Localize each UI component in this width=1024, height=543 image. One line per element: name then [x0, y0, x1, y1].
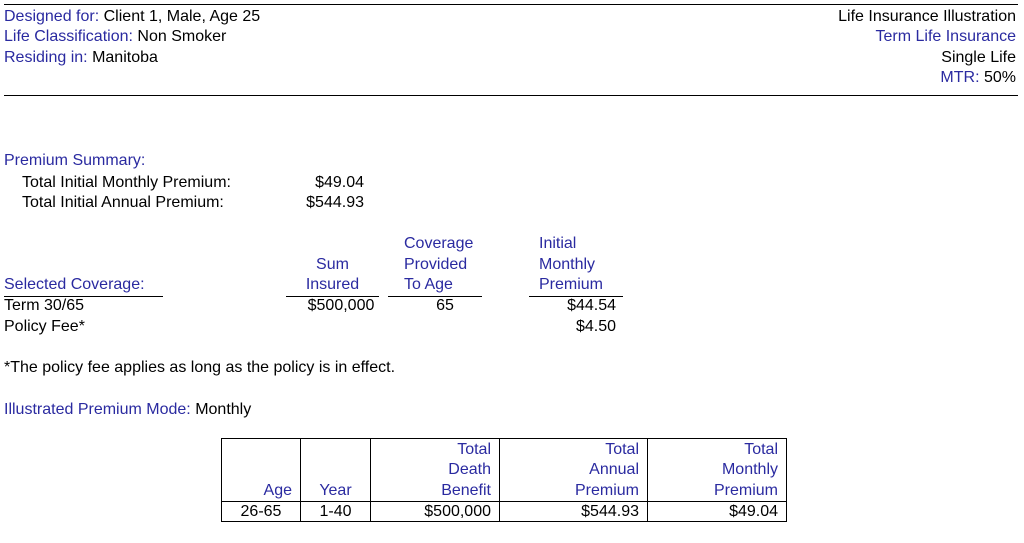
top-divider: [4, 4, 1018, 5]
policy-fee-premium: $4.50: [575, 318, 616, 335]
mtr-label: MTR:: [940, 69, 980, 86]
monthly-premium-value: $49.04: [315, 174, 364, 191]
coverage-row-premium: $44.54: [567, 297, 616, 314]
mtr-line: MTR: 50%: [940, 68, 1016, 88]
monthly-premium-label: Total Initial Monthly Premium:: [22, 174, 231, 191]
cell-monthly-premium: $49.04: [647, 501, 787, 522]
life-classification-label: Life Classification:: [4, 28, 133, 45]
sum-insured-header-2: Insured: [305, 276, 360, 293]
designed-for-value: Client 1, Male, Age 25: [103, 8, 261, 25]
initial-premium-header-2: Monthly: [539, 256, 596, 273]
to-age-header-2: Provided: [404, 256, 468, 273]
header-divider: [4, 95, 1018, 96]
col-monthly-premium-header: Total Monthly Premium: [647, 438, 787, 502]
designed-for-line: Designed for: Client 1, Male, Age 25: [4, 7, 260, 27]
life-type: Single Life: [941, 49, 1016, 66]
cell-age: 26-65: [221, 501, 301, 522]
residing-in-value: Manitoba: [92, 49, 158, 66]
premium-schedule-table: Age Year Total Death Benefit Total Annua…: [221, 438, 787, 522]
premium-summary-heading: Premium Summary:: [4, 152, 146, 169]
to-age-header-3: To Age: [404, 276, 453, 293]
coverage-row-sum: $500,000: [307, 297, 375, 314]
residing-in-label: Residing in:: [4, 49, 88, 66]
table-row: 26-65 1-40 $500,000 $544.93 $49.04: [221, 501, 787, 522]
sum-insured-header-1: Sum: [316, 256, 349, 273]
coverage-row-name: Term 30/65: [4, 297, 85, 314]
policy-fee-footnote: *The policy fee applies as long as the p…: [4, 359, 396, 376]
annual-premium-value: $544.93: [306, 194, 364, 211]
residing-in-line: Residing in: Manitoba: [4, 48, 158, 68]
premium-mode-line: Illustrated Premium Mode: Monthly: [4, 400, 251, 420]
to-age-header-1: Coverage: [404, 235, 474, 252]
table-header-row: Age Year Total Death Benefit Total Annua…: [221, 438, 787, 502]
policy-fee-name: Policy Fee*: [4, 318, 85, 335]
selected-coverage-heading: Selected Coverage:: [4, 276, 145, 293]
coverage-row-to-age: 65: [436, 297, 454, 314]
designed-for-label: Designed for:: [4, 8, 100, 25]
sum-insured-underline: [286, 296, 379, 297]
col-age-header: Age: [221, 438, 301, 502]
to-age-underline: [388, 296, 482, 297]
initial-premium-header-1: Initial: [539, 235, 577, 252]
cell-death-benefit: $500,000: [370, 501, 500, 522]
cell-year: 1-40: [300, 501, 371, 522]
premium-mode-value: Monthly: [195, 401, 252, 418]
illustration-title: Life Insurance Illustration: [838, 8, 1016, 25]
col-year-header: Year: [300, 438, 371, 502]
life-classification-line: Life Classification: Non Smoker: [4, 27, 226, 47]
selected-coverage-underline: [4, 296, 163, 297]
cell-annual-premium: $544.93: [499, 501, 648, 522]
col-death-benefit-header: Total Death Benefit: [370, 438, 500, 502]
annual-premium-label: Total Initial Annual Premium:: [22, 194, 224, 211]
life-classification-value: Non Smoker: [137, 28, 227, 45]
product-name: Term Life Insurance: [875, 28, 1016, 45]
initial-premium-underline: [529, 296, 623, 297]
premium-mode-label: Illustrated Premium Mode:: [4, 401, 191, 418]
col-annual-premium-header: Total Annual Premium: [499, 438, 648, 502]
mtr-value: 50%: [983, 69, 1016, 86]
initial-premium-header-3: Premium: [539, 276, 604, 293]
